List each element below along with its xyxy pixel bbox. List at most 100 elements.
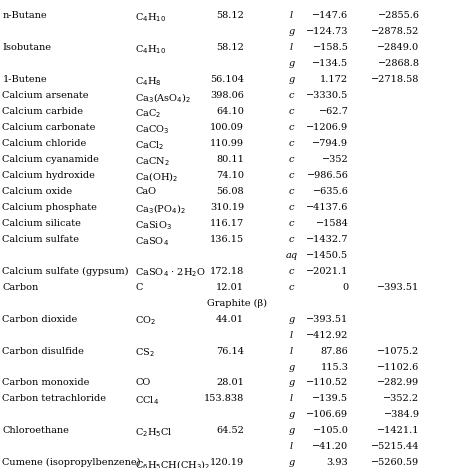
Text: CaO: CaO	[135, 187, 156, 196]
Text: −124.73: −124.73	[306, 27, 348, 36]
Text: c: c	[289, 91, 294, 100]
Text: Carbon tetrachloride: Carbon tetrachloride	[2, 395, 106, 403]
Text: Calcium sulfate: Calcium sulfate	[2, 235, 79, 244]
Text: Graphite (β): Graphite (β)	[207, 299, 267, 308]
Text: CaCN$_2$: CaCN$_2$	[135, 155, 170, 168]
Text: c: c	[289, 235, 294, 244]
Text: −2849.0: −2849.0	[377, 43, 419, 52]
Text: Calcium carbide: Calcium carbide	[2, 107, 83, 116]
Text: Carbon dioxide: Carbon dioxide	[2, 314, 78, 323]
Text: −1584: −1584	[316, 219, 348, 228]
Text: aq: aq	[285, 251, 298, 260]
Text: g: g	[288, 75, 295, 84]
Text: Calcium sulfate (gypsum): Calcium sulfate (gypsum)	[2, 267, 129, 276]
Text: −1206.9: −1206.9	[306, 123, 348, 132]
Text: −5260.59: −5260.59	[371, 458, 419, 468]
Text: 100.09: 100.09	[210, 123, 244, 132]
Text: Calcium silicate: Calcium silicate	[2, 219, 81, 228]
Text: l: l	[290, 395, 293, 403]
Text: −1421.1: −1421.1	[377, 426, 419, 435]
Text: c: c	[289, 267, 294, 276]
Text: Cumene (isopropylbenzene): Cumene (isopropylbenzene)	[2, 458, 141, 468]
Text: C$_6$H$_5$CH(CH$_3$)$_2$: C$_6$H$_5$CH(CH$_3$)$_2$	[135, 458, 210, 468]
Text: CO: CO	[135, 379, 150, 388]
Text: Isobutane: Isobutane	[2, 43, 51, 52]
Text: 136.15: 136.15	[210, 235, 244, 244]
Text: c: c	[289, 155, 294, 164]
Text: 28.01: 28.01	[216, 379, 244, 388]
Text: g: g	[288, 426, 295, 435]
Text: CS$_2$: CS$_2$	[135, 346, 155, 359]
Text: c: c	[289, 187, 294, 196]
Text: 310.19: 310.19	[210, 203, 244, 212]
Text: C$_4$H$_8$: C$_4$H$_8$	[135, 75, 162, 88]
Text: −986.56: −986.56	[307, 171, 348, 180]
Text: c: c	[289, 107, 294, 116]
Text: Carbon disulfide: Carbon disulfide	[2, 346, 84, 356]
Text: −2878.52: −2878.52	[371, 27, 419, 36]
Text: CaSO$_4$ · 2H$_2$O: CaSO$_4$ · 2H$_2$O	[135, 267, 206, 279]
Text: c: c	[289, 283, 294, 292]
Text: 115.3: 115.3	[320, 363, 348, 372]
Text: Chloroethane: Chloroethane	[2, 426, 69, 435]
Text: 153.838: 153.838	[204, 395, 244, 403]
Text: Calcium chloride: Calcium chloride	[2, 139, 87, 148]
Text: l: l	[290, 442, 293, 451]
Text: 1.172: 1.172	[320, 75, 348, 84]
Text: Carbon monoxide: Carbon monoxide	[2, 379, 90, 388]
Text: −5215.44: −5215.44	[371, 442, 419, 451]
Text: 172.18: 172.18	[210, 267, 244, 276]
Text: −41.20: −41.20	[312, 442, 348, 451]
Text: C$_2$H$_5$Cl: C$_2$H$_5$Cl	[135, 426, 173, 439]
Text: −106.69: −106.69	[306, 410, 348, 419]
Text: −282.99: −282.99	[377, 379, 419, 388]
Text: c: c	[289, 171, 294, 180]
Text: 120.19: 120.19	[210, 458, 244, 468]
Text: 76.14: 76.14	[216, 346, 244, 356]
Text: Ca$_3$(PO$_4$)$_2$: Ca$_3$(PO$_4$)$_2$	[135, 203, 186, 216]
Text: g: g	[288, 59, 295, 68]
Text: −412.92: −412.92	[306, 330, 348, 340]
Text: l: l	[290, 346, 293, 356]
Text: −134.5: −134.5	[312, 59, 348, 68]
Text: n-Butane: n-Butane	[2, 11, 47, 20]
Text: −110.52: −110.52	[306, 379, 348, 388]
Text: −1450.5: −1450.5	[306, 251, 348, 260]
Text: −2021.1: −2021.1	[306, 267, 348, 276]
Text: −2868.8: −2868.8	[377, 59, 419, 68]
Text: −62.7: −62.7	[319, 107, 348, 116]
Text: −352.2: −352.2	[383, 395, 419, 403]
Text: −2718.58: −2718.58	[371, 75, 419, 84]
Text: −105.0: −105.0	[312, 426, 348, 435]
Text: 58.12: 58.12	[216, 11, 244, 20]
Text: −147.6: −147.6	[312, 11, 348, 20]
Text: 1-Butene: 1-Butene	[2, 75, 47, 84]
Text: −352: −352	[322, 155, 348, 164]
Text: Calcium carbonate: Calcium carbonate	[2, 123, 96, 132]
Text: 87.86: 87.86	[320, 346, 348, 356]
Text: −158.5: −158.5	[312, 43, 348, 52]
Text: l: l	[290, 11, 293, 20]
Text: 3.93: 3.93	[327, 458, 348, 468]
Text: g: g	[288, 379, 295, 388]
Text: 56.104: 56.104	[210, 75, 244, 84]
Text: CO$_2$: CO$_2$	[135, 314, 156, 328]
Text: 398.06: 398.06	[210, 91, 244, 100]
Text: CaSiO$_3$: CaSiO$_3$	[135, 219, 172, 232]
Text: CCl$_4$: CCl$_4$	[135, 395, 159, 407]
Text: 80.11: 80.11	[216, 155, 244, 164]
Text: 58.12: 58.12	[216, 43, 244, 52]
Text: Calcium arsenate: Calcium arsenate	[2, 91, 89, 100]
Text: −4137.6: −4137.6	[306, 203, 348, 212]
Text: CaCO$_3$: CaCO$_3$	[135, 123, 170, 136]
Text: −393.51: −393.51	[306, 314, 348, 323]
Text: c: c	[289, 219, 294, 228]
Text: −393.51: −393.51	[377, 283, 419, 292]
Text: −3330.5: −3330.5	[306, 91, 348, 100]
Text: Ca$_3$(AsO$_4$)$_2$: Ca$_3$(AsO$_4$)$_2$	[135, 91, 191, 104]
Text: g: g	[288, 410, 295, 419]
Text: −1102.6: −1102.6	[377, 363, 419, 372]
Text: C$_4$H$_{10}$: C$_4$H$_{10}$	[135, 43, 166, 56]
Text: Calcium hydroxide: Calcium hydroxide	[2, 171, 95, 180]
Text: Ca(OH)$_2$: Ca(OH)$_2$	[135, 171, 178, 184]
